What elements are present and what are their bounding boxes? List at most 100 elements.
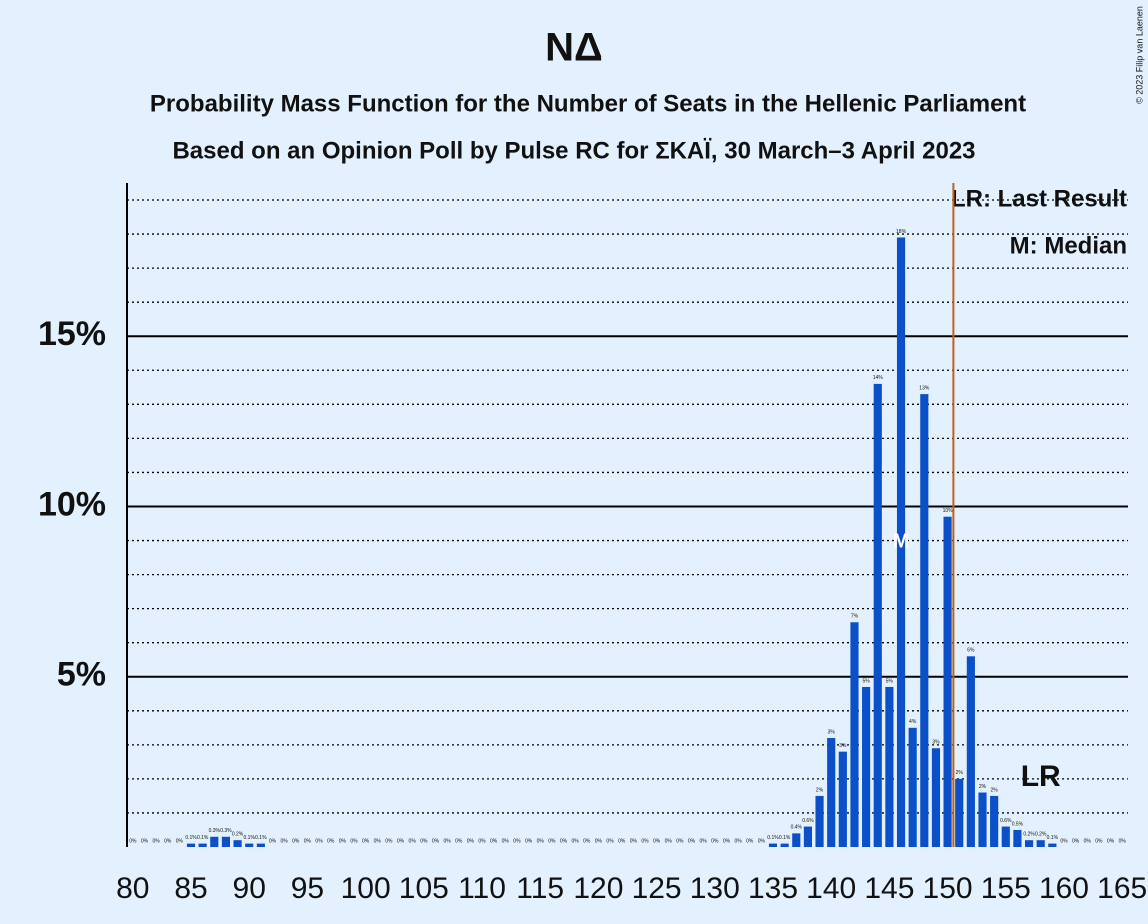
bar — [931, 748, 941, 847]
value-label: 0% — [630, 838, 638, 844]
value-label: 0% — [688, 838, 696, 844]
value-label: 0% — [141, 838, 149, 844]
value-label: 0% — [467, 838, 475, 844]
value-label: 0.1% — [1047, 835, 1059, 841]
x-tick-label: 90 — [233, 872, 266, 905]
bar — [978, 792, 987, 847]
chart-title: ΝΔ — [545, 26, 603, 70]
x-tick-label: 140 — [806, 872, 856, 905]
value-label: 4% — [909, 719, 917, 725]
value-label: 0.1% — [767, 835, 779, 841]
value-label: 2% — [991, 787, 999, 793]
value-label: 0.1% — [197, 835, 209, 841]
y-tick-label: 10% — [38, 485, 106, 523]
value-label: 0.1% — [779, 835, 791, 841]
x-tick-label: 80 — [116, 872, 149, 905]
value-label: 0.1% — [185, 835, 197, 841]
value-label: 0% — [269, 838, 277, 844]
x-tick-label: 95 — [291, 872, 324, 905]
x-tick-label: 145 — [864, 872, 914, 905]
value-label: 0% — [327, 838, 335, 844]
bar — [245, 843, 254, 847]
value-label: 0% — [385, 838, 393, 844]
bar — [920, 394, 929, 847]
value-label: 2% — [979, 784, 987, 790]
bar — [221, 836, 231, 847]
value-label: 0% — [443, 838, 451, 844]
value-label: 0% — [537, 838, 545, 844]
value-label: 7% — [851, 614, 859, 620]
copyright: © 2023 Filip van Laenen — [1134, 6, 1144, 104]
value-label: 0% — [676, 838, 684, 844]
value-label: 6% — [967, 648, 975, 654]
bar — [908, 727, 917, 847]
value-label: 0% — [525, 838, 533, 844]
bar — [990, 795, 999, 847]
value-label: 18% — [896, 229, 907, 235]
value-label: 0% — [1072, 838, 1080, 844]
value-label: 0% — [432, 838, 440, 844]
y-tick-label: 15% — [38, 315, 106, 353]
value-label: 0% — [478, 838, 486, 844]
bar — [873, 383, 882, 847]
value-label: 0% — [653, 838, 661, 844]
value-label: 0% — [700, 838, 708, 844]
bar — [815, 795, 824, 847]
chart-subtitle: Probability Mass Function for the Number… — [150, 90, 1026, 117]
value-label: 0% — [374, 838, 382, 844]
value-label: 3% — [932, 740, 940, 746]
value-label: 0% — [1084, 838, 1092, 844]
value-label: 0% — [292, 838, 300, 844]
value-label: 0.3% — [220, 828, 232, 834]
value-label: 0.2% — [1035, 832, 1047, 838]
value-label: 0% — [339, 838, 347, 844]
bar — [955, 778, 964, 847]
value-label: 0% — [583, 838, 591, 844]
bar — [768, 843, 778, 847]
median-marker: M — [893, 531, 910, 553]
value-label: 0.2% — [232, 832, 244, 838]
bar — [210, 836, 219, 847]
x-tick-label: 155 — [981, 872, 1031, 905]
value-label: 0% — [1107, 838, 1115, 844]
value-label: 0% — [1095, 838, 1103, 844]
value-label: 0% — [315, 838, 323, 844]
value-label: 14% — [873, 375, 884, 381]
value-label: 0.5% — [1012, 821, 1024, 827]
value-label: 0% — [513, 838, 521, 844]
value-label: 0.6% — [1000, 818, 1012, 824]
x-tick-label: 125 — [632, 872, 682, 905]
value-label: 13% — [919, 385, 930, 391]
bar — [233, 840, 242, 847]
bar — [1001, 826, 1010, 847]
value-label: 0% — [176, 838, 184, 844]
x-tick-label: 115 — [516, 872, 564, 905]
bar — [1048, 843, 1057, 847]
value-label: 0% — [560, 838, 568, 844]
bar — [803, 826, 812, 847]
value-label: 0% — [490, 838, 498, 844]
bar — [885, 686, 894, 847]
x-tick-label: 130 — [690, 872, 740, 905]
bar — [1036, 840, 1045, 847]
value-label: 0% — [1060, 838, 1068, 844]
value-label: 0% — [618, 838, 626, 844]
value-label: 0% — [129, 838, 137, 844]
value-label: 0% — [758, 838, 766, 844]
value-label: 0% — [548, 838, 556, 844]
value-label: 3% — [828, 729, 836, 735]
value-label: 0% — [711, 838, 719, 844]
value-label: 5% — [862, 678, 870, 684]
bar — [850, 622, 859, 847]
value-label: 0% — [723, 838, 731, 844]
value-label: 0.6% — [802, 818, 814, 824]
value-label: 0% — [420, 838, 428, 844]
bar — [1013, 829, 1022, 847]
value-label: 0.3% — [209, 828, 221, 834]
value-label: 0% — [1119, 838, 1127, 844]
value-label: 0% — [606, 838, 614, 844]
bar — [827, 738, 836, 847]
y-tick-label: 5% — [57, 656, 106, 694]
value-label: 2% — [816, 787, 824, 793]
